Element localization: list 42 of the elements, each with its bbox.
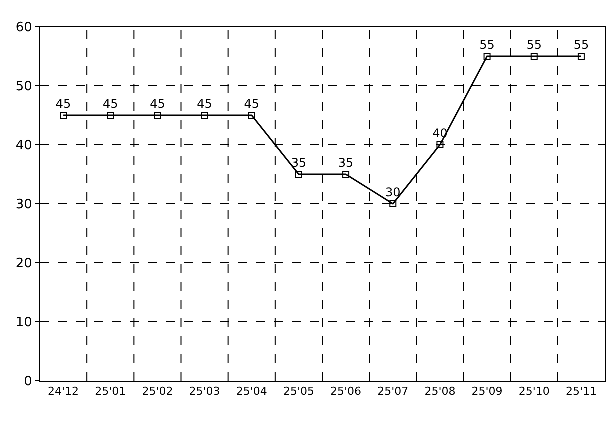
- y-tick-label: 40: [16, 138, 32, 154]
- point: [201, 112, 208, 119]
- data-label: 45: [150, 96, 166, 111]
- y-tick-label: 10: [16, 316, 32, 331]
- data-label: 30: [385, 185, 401, 200]
- point: [295, 171, 302, 178]
- y-tick-label: 50: [16, 80, 32, 95]
- point: [436, 142, 444, 148]
- x-tick-label: 25'10: [518, 385, 550, 398]
- point: [248, 112, 256, 119]
- x-tick-label: 25'11: [566, 385, 597, 398]
- y-tick-label: 0: [24, 374, 32, 390]
- y-tick-label: 60: [16, 20, 32, 36]
- point: [484, 53, 491, 60]
- x-tick-label: 25'09: [472, 385, 503, 398]
- x-tick-label: 25'08: [424, 385, 456, 398]
- data-label: 45: [197, 96, 212, 111]
- point: [342, 171, 350, 178]
- y-tick-label: 20: [16, 256, 32, 272]
- data-label: 45: [102, 96, 118, 111]
- data-label: 45: [56, 96, 72, 111]
- data-label: 35: [291, 156, 307, 170]
- point: [530, 53, 538, 60]
- point: [107, 112, 114, 119]
- point: [390, 200, 397, 208]
- point: [60, 112, 68, 119]
- y-tick-label: 30: [16, 198, 32, 213]
- x-tick-label: 25'05: [283, 385, 314, 398]
- x-tick-label: 25'07: [378, 385, 409, 398]
- point: [154, 112, 162, 119]
- data-label: 55: [526, 38, 542, 52]
- x-tick-label: 24'12: [48, 385, 80, 398]
- data-label: 55: [574, 38, 590, 52]
- data-label: 45: [244, 96, 260, 111]
- x-tick-label: 25'02: [142, 385, 174, 398]
- x-tick-label: 25'04: [236, 385, 268, 398]
- x-tick-label: 25'06: [330, 385, 362, 398]
- point: [578, 53, 585, 60]
- data-label: 35: [338, 156, 354, 170]
- x-tick-label: 25'03: [189, 385, 220, 398]
- data-label: 55: [480, 38, 495, 52]
- x-tick-label: 25'01: [95, 385, 126, 398]
